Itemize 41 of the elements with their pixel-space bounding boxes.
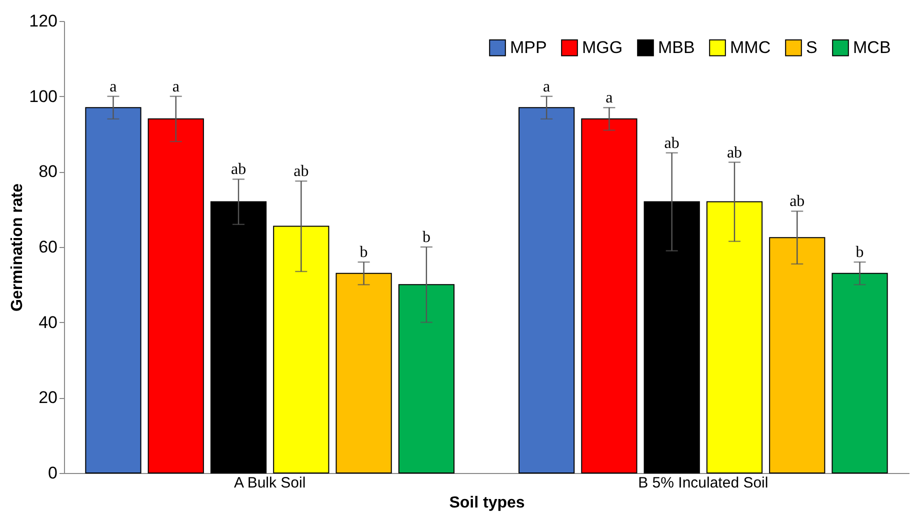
legend-label: MGG (582, 38, 623, 57)
y-tick-label: 120 (29, 12, 58, 30)
x-tick-label: A Bulk Soil (234, 474, 306, 492)
data-label: ab (790, 193, 805, 210)
x-axis-title: Soil types (449, 494, 525, 512)
y-tick-label: 20 (38, 388, 58, 408)
bar (769, 237, 826, 474)
bar (398, 284, 454, 474)
legend-label: S (806, 38, 818, 57)
legend-label: MBB (658, 38, 695, 57)
data-label: ab (230, 161, 246, 178)
bar (706, 201, 763, 474)
legend-label: MCB (853, 38, 891, 57)
data-label: a (606, 90, 613, 107)
legend-label: MPP (510, 38, 547, 57)
data-label: b (856, 244, 864, 262)
bar (581, 118, 638, 474)
data-label: ab (726, 144, 742, 162)
data-label: a (110, 78, 117, 96)
bar (644, 201, 700, 474)
data-label: a (543, 78, 550, 96)
bar (832, 272, 888, 474)
bar (210, 201, 267, 474)
y-tick-label: 100 (29, 86, 58, 106)
x-tick-label: B 5% Inculated Soil (638, 474, 768, 492)
bar (518, 107, 575, 474)
bar (273, 226, 330, 474)
data-label: b (360, 244, 368, 262)
y-tick-label: 40 (38, 312, 58, 332)
y-tick-label: 80 (38, 162, 58, 182)
y-axis-title: Germination rate (9, 183, 26, 312)
data-label: a (172, 78, 180, 96)
bar (148, 118, 204, 474)
bar (336, 272, 392, 474)
bar (85, 107, 142, 474)
data-label: b (422, 229, 430, 246)
y-tick-label: 60 (38, 238, 58, 256)
y-tick-label: 0 (48, 464, 58, 482)
data-label: ab (664, 134, 680, 152)
data-label: ab (294, 163, 309, 180)
legend-label: MMC (730, 38, 771, 57)
